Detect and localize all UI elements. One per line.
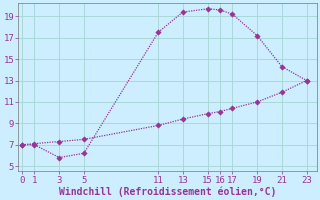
X-axis label: Windchill (Refroidissement éolien,°C): Windchill (Refroidissement éolien,°C) [59, 186, 276, 197]
